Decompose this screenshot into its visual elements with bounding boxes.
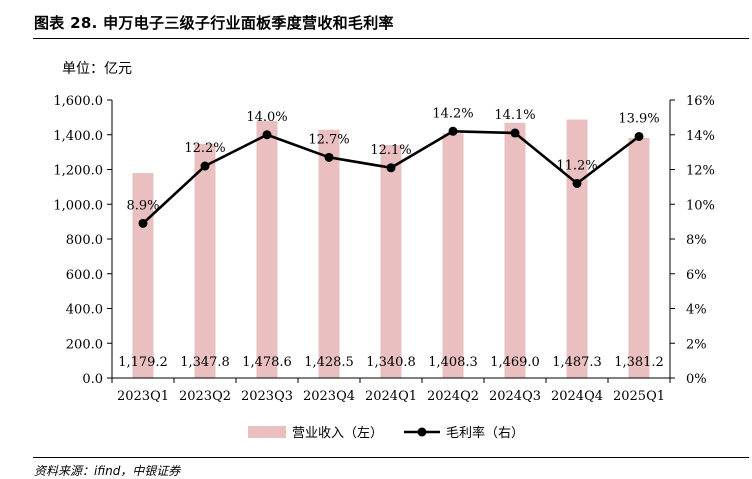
bar-series [132, 119, 650, 378]
left-tick-label: 1,600.0 [53, 94, 103, 109]
margin-point-2024Q3 [510, 128, 520, 138]
margin-value-label: 12.7% [308, 132, 349, 147]
bar-2023Q4 [318, 129, 340, 378]
bar-value-label: 1,428.5 [304, 355, 354, 370]
left-tick-label: 0.0 [82, 372, 103, 387]
margin-point-2023Q3 [262, 130, 272, 140]
margin-point-2024Q4 [572, 178, 582, 188]
right-tick-label: 14% [686, 129, 715, 144]
margin-value-label: 13.9% [618, 111, 659, 126]
left-tick-label: 400.0 [66, 303, 103, 318]
bar-value-label: 1,381.2 [614, 355, 664, 370]
left-tick-label: 1,000.0 [53, 198, 103, 213]
legend-line-label: 毛利率（右） [446, 425, 524, 441]
margin-point-2023Q4 [324, 152, 334, 162]
chart-title: 图表 28. 申万电子三级子行业面板季度营收和毛利率 [34, 14, 394, 32]
bar-2023Q2 [194, 143, 216, 378]
legend-bar-swatch [248, 426, 286, 438]
source-note: 资料来源：ifind，中银证券 [34, 464, 181, 478]
bar-value-label: 1,487.3 [552, 355, 602, 370]
margin-point-2025Q1 [634, 131, 644, 141]
bar-value-label: 1,469.0 [490, 355, 540, 370]
bar-value-label: 1,347.8 [180, 355, 230, 370]
bar-2024Q1 [380, 145, 402, 378]
margin-value-label: 14.0% [246, 110, 287, 125]
bar-value-label: 1,478.6 [242, 355, 292, 370]
left-tick-label: 600.0 [66, 268, 103, 283]
right-tick-label: 12% [686, 164, 715, 179]
line-series: 8.9% 12.2% 14.0% 12.7% 12.1% 14.2% 14.1% 11.2% 1… [126, 106, 660, 228]
bar-2024Q2 [442, 133, 464, 378]
bar-value-label: 1,408.3 [428, 355, 478, 370]
bar-2023Q3 [256, 121, 278, 378]
footer-divider [33, 457, 749, 458]
margin-point-2024Q2 [448, 126, 458, 136]
margin-value-label: 8.9% [126, 198, 159, 213]
bar-value-label: 1,340.8 [366, 355, 416, 370]
right-tick-label: 4% [686, 303, 707, 318]
x-tick-label: 2024Q4 [551, 389, 603, 404]
x-tick-label: 2023Q2 [179, 389, 231, 404]
x-tick-label: 2024Q2 [427, 389, 479, 404]
x-tick-label: 2025Q1 [613, 389, 665, 404]
bar-2024Q3 [504, 122, 526, 378]
right-tick-label: 8% [686, 233, 707, 248]
margin-point-2024Q1 [386, 163, 396, 173]
legend-line-marker [417, 427, 427, 437]
left-tick-label: 200.0 [66, 337, 103, 352]
bar-2024Q4 [566, 119, 588, 378]
x-tick-label: 2023Q3 [241, 389, 293, 404]
margin-value-label: 12.1% [370, 143, 411, 158]
bar-value-label: 1,179.2 [118, 355, 168, 370]
x-tick-label: 2023Q4 [303, 389, 355, 404]
bar-value-labels: 1,179.2 1,347.8 1,478.6 1,428.5 1,340.8 1,408… [118, 355, 664, 370]
margin-value-label: 11.2% [556, 158, 597, 173]
right-tick-label: 10% [686, 198, 715, 213]
bar-2023Q1 [132, 173, 154, 378]
margin-point-2023Q1 [138, 218, 148, 228]
left-tick-label: 1,200.0 [53, 164, 103, 179]
right-tick-label: 2% [686, 337, 707, 352]
x-tick-label: 2024Q3 [489, 389, 541, 404]
legend-bar-label: 营业收入（左） [292, 426, 383, 441]
margin-value-label: 12.2% [184, 141, 225, 156]
left-tick-label: 1,400.0 [53, 129, 103, 144]
margin-value-label: 14.1% [494, 108, 535, 123]
x-tick-label: 2023Q1 [117, 389, 169, 404]
unit-label: 单位：亿元 [62, 61, 132, 77]
right-tick-label: 16% [686, 94, 715, 109]
left-tick-label: 800.0 [66, 233, 103, 248]
title-divider [33, 38, 749, 39]
right-tick-label: 6% [686, 268, 707, 283]
legend: 营业收入（左） 毛利率（右） [248, 425, 524, 441]
bar-2025Q1 [628, 138, 650, 378]
margin-point-2023Q2 [200, 161, 210, 171]
x-tick-label: 2024Q1 [365, 389, 417, 404]
margin-value-label: 14.2% [432, 106, 473, 121]
right-tick-label: 0% [686, 372, 707, 387]
axes: 0.0 200.0 400.0 600.0 800.0 1,000.0 1,200.0 1,4… [53, 94, 715, 404]
